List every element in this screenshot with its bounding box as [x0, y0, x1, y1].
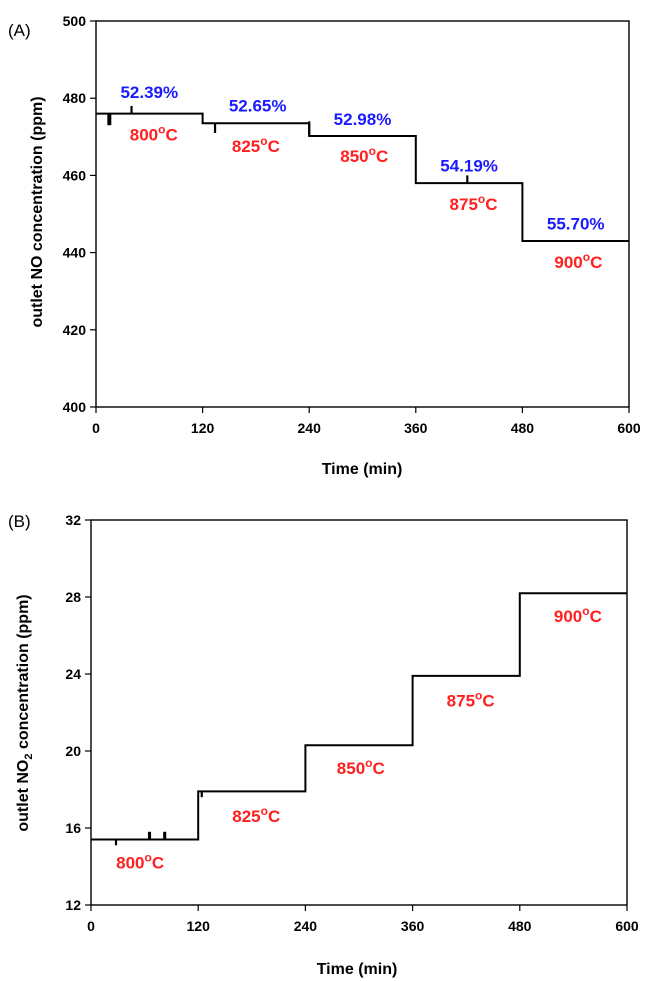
panel-b-annotation: 800oC: [116, 850, 164, 872]
panel-b-y-tick-label: 16: [65, 820, 81, 836]
panel-b-y-tick-label: 20: [65, 743, 81, 759]
panel-b-label: (B): [8, 512, 31, 531]
panel-b-series-line: [91, 592, 627, 841]
panel-a-label: (A): [8, 21, 31, 40]
panel-a-annotation: 55.70%: [547, 214, 605, 233]
panel-b-annotation: 875oC: [447, 689, 495, 711]
panel-a-annotation: 875oC: [450, 192, 498, 214]
panel-a-y-tick-label: 400: [63, 399, 87, 415]
panel-a-x-axis-label: Time (min): [322, 461, 403, 478]
panel-a-x-tick-label: 240: [298, 420, 322, 436]
panel-b-x-axis-label: Time (min): [317, 961, 398, 978]
panel-b-annotation: 900oC: [554, 604, 602, 626]
panel-b-y-tick-label: 24: [65, 666, 81, 682]
panel-a-annotation: 52.98%: [334, 110, 392, 129]
panel-a-y-axis-label: outlet NO concentration (ppm): [29, 96, 46, 327]
panel-b-x-tick-label: 0: [87, 918, 95, 934]
panel-a-annotation: 850oC: [340, 144, 388, 166]
panel-b-x-tick-label: 120: [187, 918, 211, 934]
panel-a-y-tick-label: 500: [63, 13, 87, 29]
panel-a-y-tick-label: 440: [63, 245, 87, 261]
panel-b: (B) Time (min) outlet NO2 concentration …: [8, 512, 639, 978]
panel-a-annotation: 52.65%: [229, 97, 287, 116]
panel-a-y-tick-label: 480: [63, 90, 87, 106]
panel-a-y-tick-label: 460: [63, 167, 87, 183]
panel-b-annotation: 850oC: [337, 756, 385, 778]
panel-b-x-tick-label: 480: [508, 918, 532, 934]
panel-b-x-tick-label: 240: [294, 918, 318, 934]
panel-b-y-tick-label: 12: [65, 897, 81, 913]
panel-a-x-tick-label: 120: [191, 420, 215, 436]
panel-a-annotation: 52.39%: [120, 83, 178, 102]
panel-a-x-tick-label: 600: [617, 420, 641, 436]
panel-a-y-tick-label: 420: [63, 322, 87, 338]
panel-a-annotation: 900oC: [554, 250, 602, 272]
panel-a-annotation: 825oC: [232, 134, 280, 156]
panel-b-y-tick-label: 28: [65, 589, 81, 605]
panel-a-x-tick-label: 360: [404, 420, 428, 436]
panel-b-y-tick-label: 32: [65, 512, 81, 528]
panel-b-y-axis-label: outlet NO2 concentration (ppm): [15, 594, 35, 831]
panel-b-plot-frame: [90, 519, 628, 906]
panel-a-annotation: 54.19%: [440, 157, 498, 176]
panel-a-plot-frame: [95, 20, 630, 408]
panel-a-annotation: 800oC: [130, 123, 178, 145]
panel-a-x-tick-label: 0: [92, 420, 100, 436]
panel-a-series-line: [96, 112, 629, 242]
panel-b-annotation: 825oC: [232, 804, 280, 826]
panel-b-x-tick-label: 360: [401, 918, 425, 934]
panel-b-x-tick-label: 600: [615, 918, 639, 934]
panel-a-x-tick-label: 480: [511, 420, 535, 436]
panel-a: (A) Time (min) outlet NO concentration (…: [8, 13, 641, 478]
